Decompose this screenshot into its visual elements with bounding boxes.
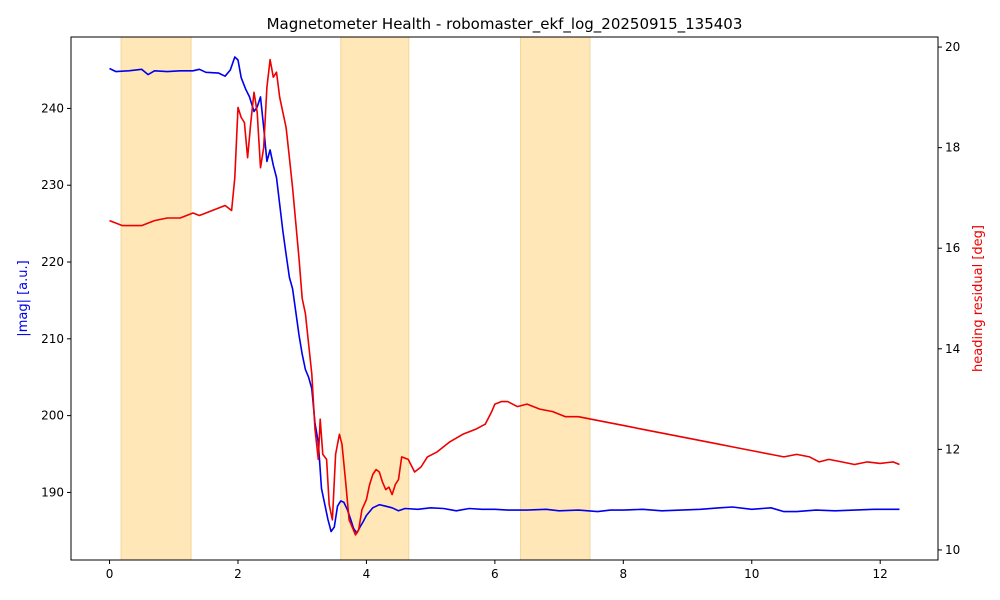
left-axis-ticks: 190 200 210 220 230 240 — [41, 101, 71, 499]
x-tick-label: 12 — [873, 567, 888, 581]
right-tick-label: 18 — [945, 141, 960, 155]
series-line-residual — [109, 58, 900, 536]
left-tick-label: 190 — [41, 485, 64, 499]
plot-frame — [70, 36, 939, 561]
right-tick-label: 12 — [945, 442, 960, 456]
x-axis-ticks: 0 2 4 6 8 10 12 — [106, 560, 888, 581]
highlight-span-3 — [520, 36, 591, 561]
x-tick-label: 10 — [744, 567, 759, 581]
left-tick-label: 220 — [41, 255, 64, 269]
x-tick-label: 2 — [234, 567, 242, 581]
highlight-span-2 — [340, 36, 410, 561]
highlight-span-1 — [120, 36, 192, 561]
left-tick-label: 210 — [41, 332, 64, 346]
right-tick-label: 16 — [945, 241, 960, 255]
left-axis-label: |mag| [a.u.] — [16, 260, 31, 336]
right-tick-label: 14 — [945, 342, 960, 356]
x-tick-label: 0 — [106, 567, 114, 581]
right-tick-label: 20 — [945, 40, 960, 54]
x-tick-label: 4 — [363, 567, 371, 581]
right-axis-label: heading residual [deg] — [971, 225, 986, 372]
series-line-mag — [109, 56, 900, 534]
x-tick-label: 8 — [619, 567, 627, 581]
left-tick-label: 230 — [41, 178, 64, 192]
series-layer — [109, 56, 900, 536]
left-tick-label: 240 — [41, 101, 64, 115]
right-axis-ticks: 10 12 14 16 18 20 — [938, 40, 960, 557]
x-tick-label: 6 — [491, 567, 499, 581]
highlight-spans — [120, 36, 591, 561]
left-tick-label: 200 — [41, 409, 64, 423]
chart-title: Magnetometer Health - robomaster_ekf_log… — [267, 15, 743, 34]
right-tick-label: 10 — [945, 543, 960, 557]
